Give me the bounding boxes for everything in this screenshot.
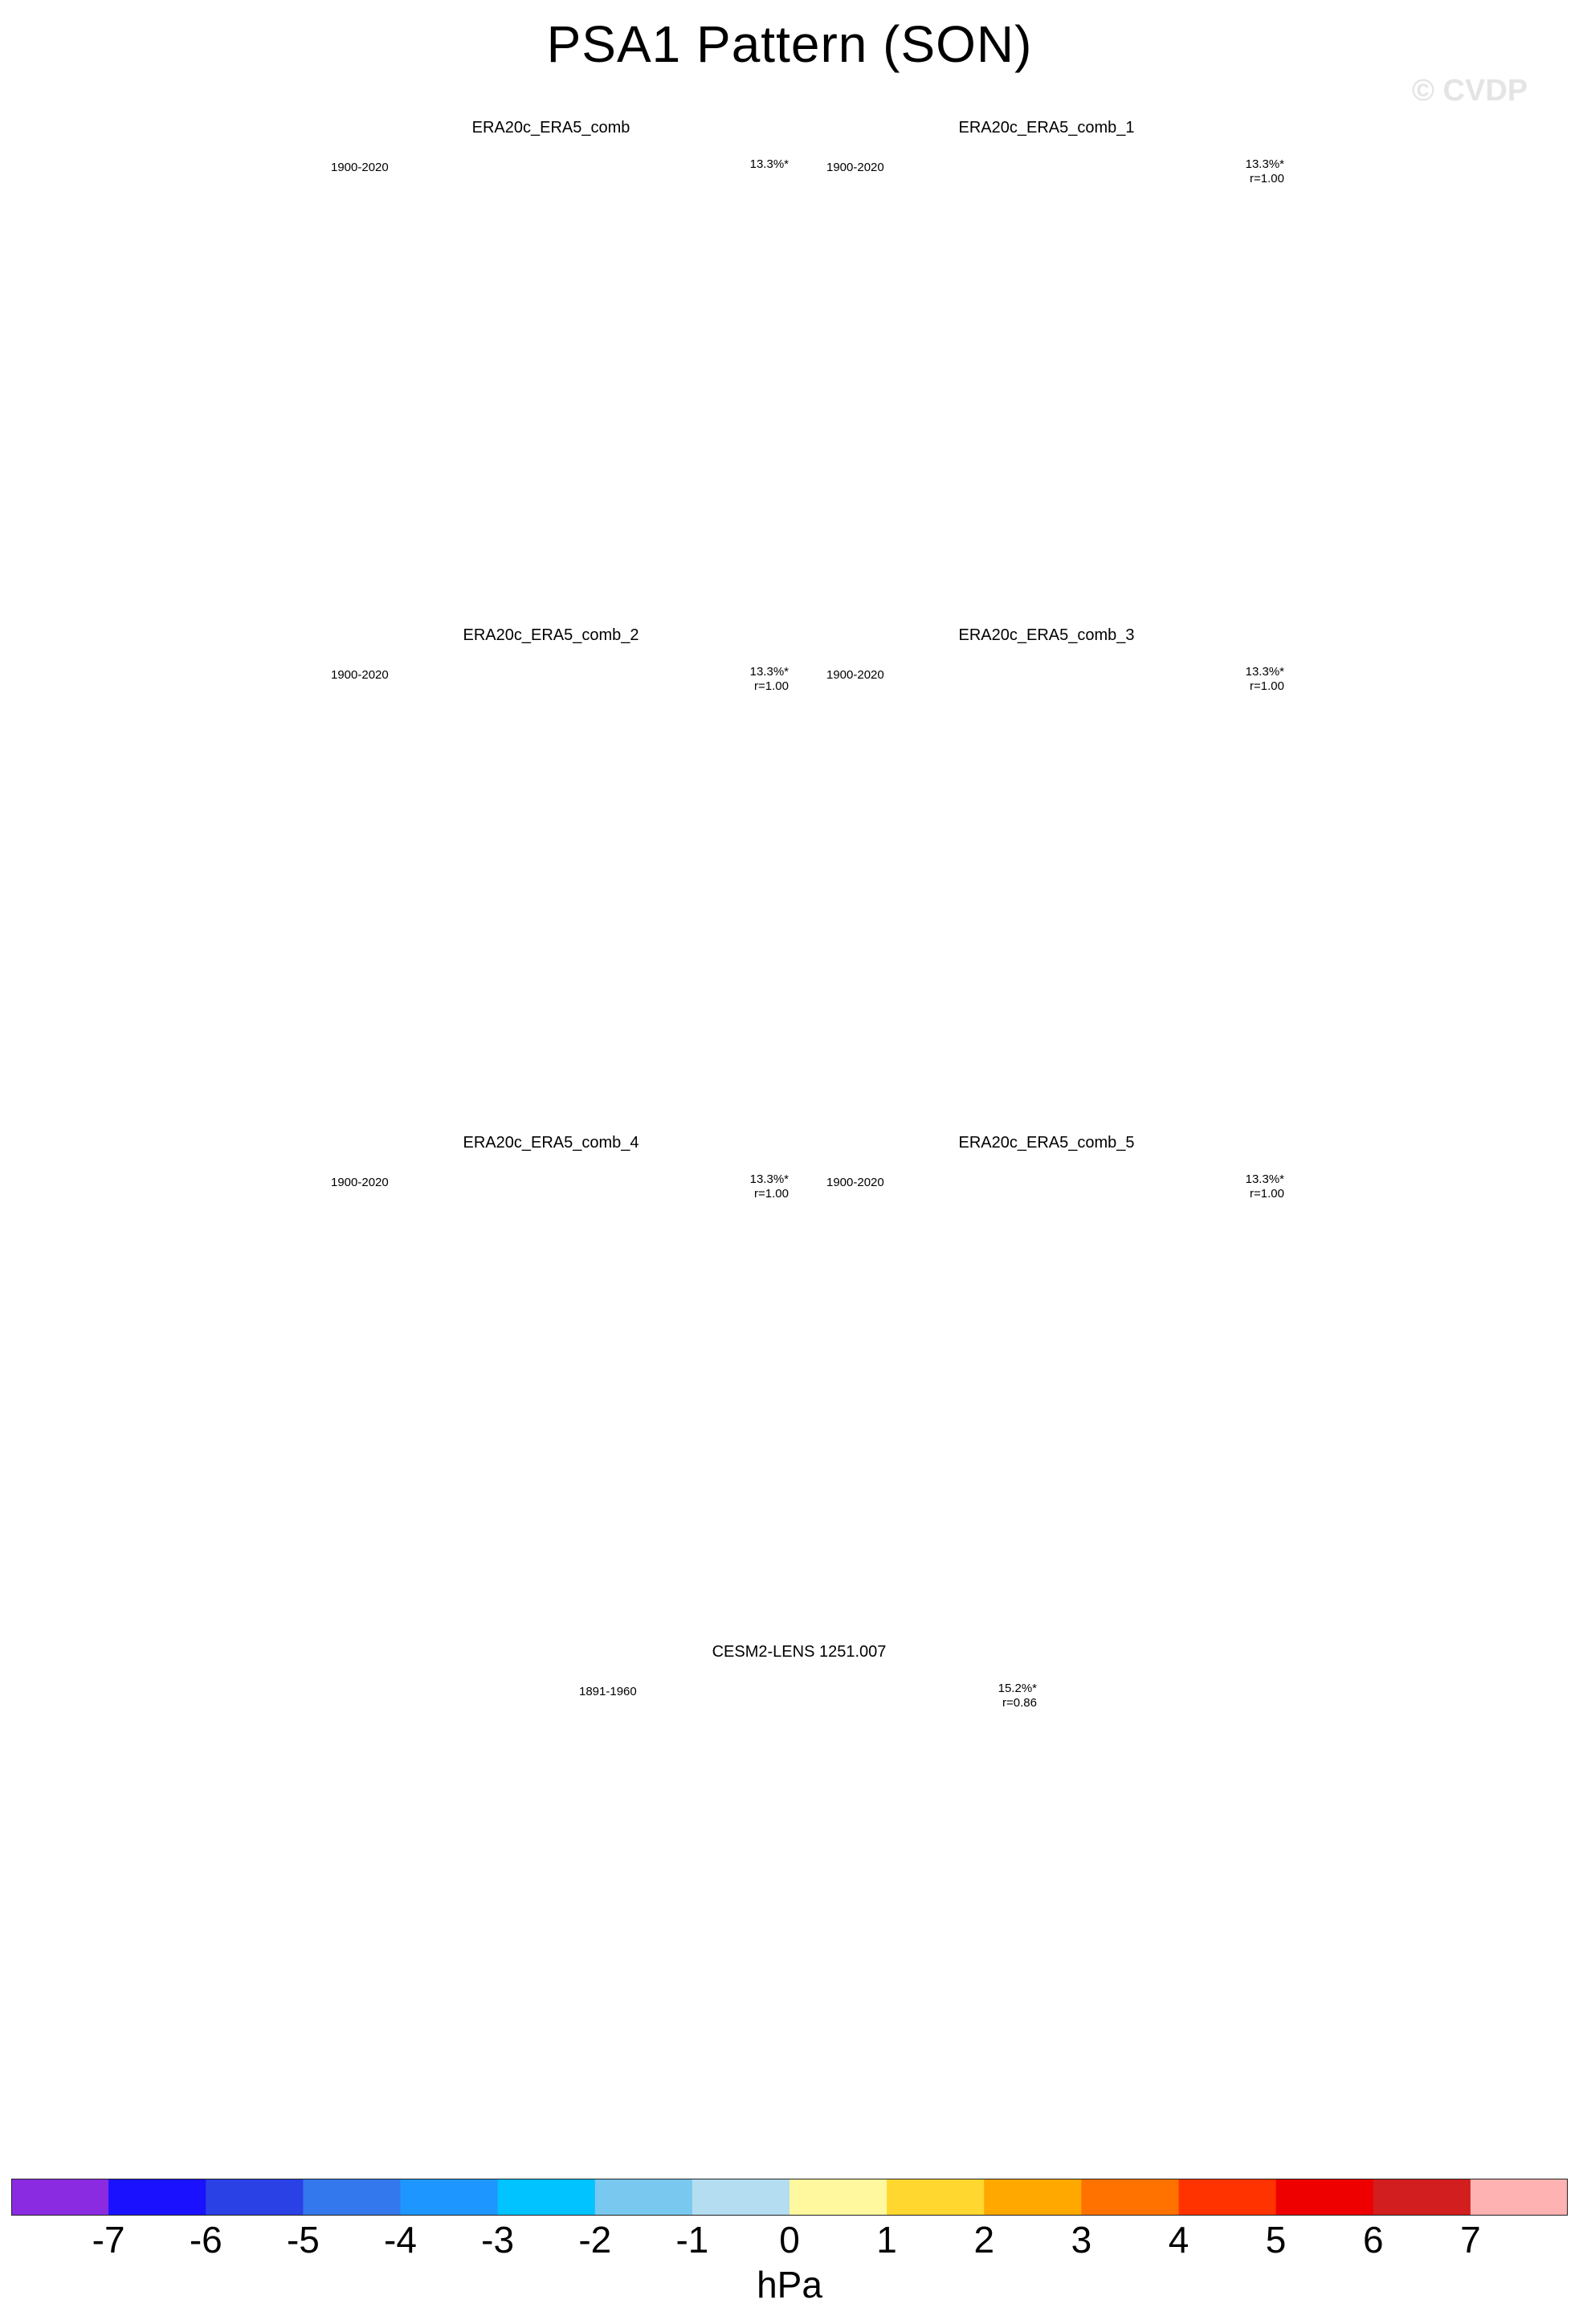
colorbar [11, 2179, 1568, 2216]
panel-title: ERA20c_ERA5_comb_3 [958, 626, 1135, 644]
panel-years: 1900-2020 [826, 1176, 884, 1189]
colorbar-box [400, 2179, 499, 2216]
panel-years: 1900-2020 [826, 668, 884, 682]
percent-variance: 15.2%* [998, 1682, 1037, 1695]
colorbar-tick-label: -1 [675, 2219, 709, 2261]
colorbar-tick-label: 7 [1460, 2219, 1481, 2261]
colorbar-box [790, 2179, 887, 2216]
colorbar-tick-label: 6 [1363, 2219, 1384, 2261]
colorbar-box [594, 2179, 693, 2216]
panel-years: 1900-2020 [331, 161, 389, 174]
panel-stats: 13.3%* r=1.00 [750, 665, 789, 694]
map-panel: ERA20c_ERA5_comb_1 1900-2020 13.3%* r=1.00 [790, 119, 1304, 633]
percent-variance: 13.3%* [749, 157, 789, 171]
colorbar-box [206, 2179, 304, 2216]
colorbar-box [1470, 2179, 1568, 2216]
panel-title: ERA20c_ERA5_comb_4 [463, 1134, 639, 1152]
panel-years: 1900-2020 [826, 161, 884, 174]
panel-title: ERA20c_ERA5_comb_2 [463, 626, 639, 644]
colorbar-units: hPa [757, 2264, 822, 2306]
colorbar-box [108, 2179, 206, 2216]
colorbar-tick-label: -3 [481, 2219, 515, 2261]
percent-variance: 13.3%* [749, 665, 789, 679]
colorbar-box [984, 2179, 1082, 2216]
colorbar-tick-label: 5 [1265, 2219, 1287, 2261]
panel-title: ERA20c_ERA5_comb [471, 119, 630, 137]
colorbar-tick-label: -7 [92, 2219, 125, 2261]
pattern-correlation: r=1.00 [1250, 679, 1284, 693]
panel-title: ERA20c_ERA5_comb_1 [958, 119, 1135, 137]
panel-title: ERA20c_ERA5_comb_5 [958, 1134, 1135, 1152]
percent-variance: 13.3%* [1245, 1172, 1284, 1186]
pattern-correlation: r=1.00 [754, 1187, 789, 1201]
colorbar-box [887, 2179, 985, 2216]
map-panel: ERA20c_ERA5_comb_5 1900-2020 13.3%* r=1.00 [790, 1134, 1304, 1648]
panel-stats: 13.3%* [750, 157, 789, 172]
figure-title: PSA1 Pattern (SON) [546, 15, 1033, 73]
colorbar-tick-label: 2 [973, 2219, 995, 2261]
panel-stats: 13.3%* r=1.00 [1246, 665, 1284, 694]
map-panel: ERA20c_ERA5_comb_2 1900-2020 13.3%* r=1.00 [294, 626, 808, 1140]
map-panel: ERA20c_ERA5_comb_4 1900-2020 13.3%* r=1.00 [294, 1134, 808, 1648]
colorbar-box [1178, 2179, 1277, 2216]
panel-title: CESM2-LENS 1251.007 [712, 1643, 887, 1661]
map-panel: ERA20c_ERA5_comb_3 1900-2020 13.3%* r=1.00 [790, 626, 1304, 1140]
colorbar-tick-label: -2 [578, 2219, 612, 2261]
panel-stats: 13.3%* r=1.00 [750, 1172, 789, 1201]
panel-years: 1891-1960 [579, 1685, 637, 1698]
percent-variance: 13.3%* [1245, 665, 1284, 679]
colorbar-tick-label: -5 [286, 2219, 320, 2261]
colorbar-box [497, 2179, 596, 2216]
panel-years: 1900-2020 [331, 1176, 389, 1189]
colorbar-tick-label: 1 [876, 2219, 897, 2261]
percent-variance: 13.3%* [1245, 157, 1284, 171]
percent-variance: 13.3%* [749, 1172, 789, 1186]
colorbar-tick-label: 4 [1168, 2219, 1189, 2261]
colorbar-box [1275, 2179, 1374, 2216]
map-panel: ERA20c_ERA5_comb 1900-2020 13.3%* [294, 119, 808, 633]
panel-years: 1900-2020 [331, 668, 389, 682]
colorbar-tick-label: 3 [1071, 2219, 1092, 2261]
colorbar-box [11, 2179, 109, 2216]
pattern-correlation: r=1.00 [1250, 1187, 1284, 1201]
pattern-correlation: r=1.00 [1250, 172, 1284, 186]
colorbar-box [692, 2179, 790, 2216]
panel-stats: 13.3%* r=1.00 [1246, 157, 1284, 186]
colorbar-tick-label: 0 [779, 2219, 800, 2261]
pattern-correlation: r=1.00 [754, 679, 789, 693]
map-panel: CESM2-LENS 1251.007 1891-1960 15.2%* r=0.86 [542, 1643, 1056, 2157]
colorbar-box [1081, 2179, 1180, 2216]
panel-stats: 15.2%* r=0.86 [998, 1682, 1037, 1710]
colorbar-tick-label: -6 [189, 2219, 222, 2261]
cvdp-watermark: © CVDP [1412, 74, 1528, 108]
colorbar-tick-label: -4 [384, 2219, 417, 2261]
panel-stats: 13.3%* r=1.00 [1246, 1172, 1284, 1201]
colorbar-frame [11, 2179, 1568, 2216]
colorbar-box [1373, 2179, 1471, 2216]
pattern-correlation: r=0.86 [1002, 1696, 1037, 1710]
colorbar-box [303, 2179, 402, 2216]
